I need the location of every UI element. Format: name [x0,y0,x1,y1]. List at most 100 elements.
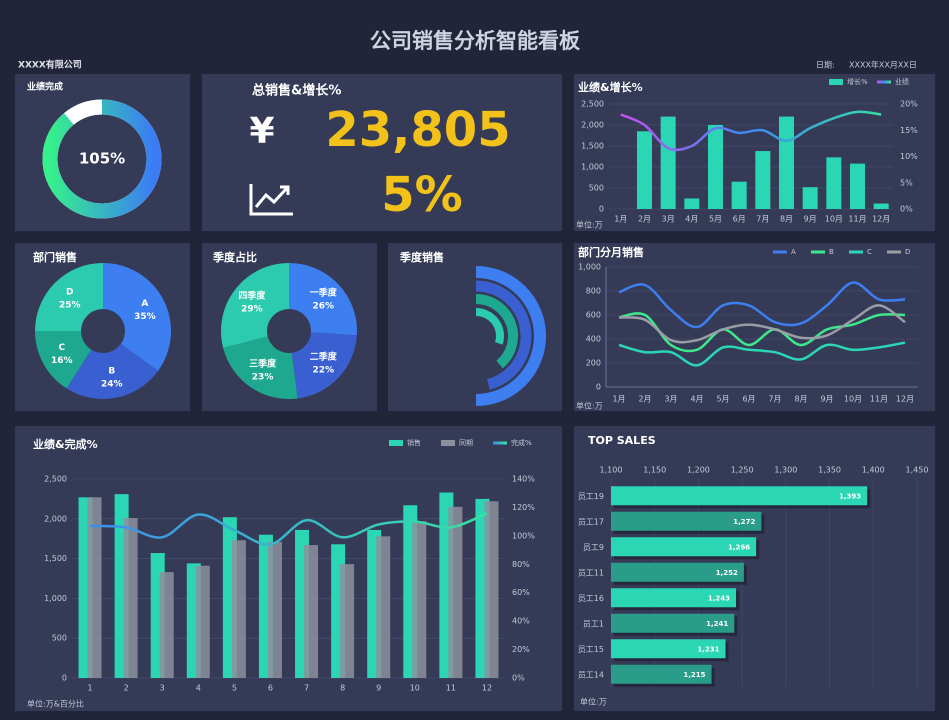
y-tick-label: 1,500 [581,142,604,151]
y-tick-label: 0 [596,383,601,392]
slice-label: A [141,299,148,309]
unit-note: 单位:万 [580,697,607,707]
x-tick-label: 2 [124,684,129,693]
y-tick-label: 员工16 [578,594,604,603]
kpi-total: 23,805 [325,102,510,158]
radial-bar [475,280,532,390]
bar-value-label: 1,241 [706,620,728,628]
trend-icon [249,184,293,216]
line [618,304,906,344]
bar [611,511,762,531]
y2-tick-label: 80% [512,560,530,569]
slice-label: 三季度 [249,357,277,369]
x-tick-label: 5月 [716,395,729,404]
legend-label: 同期 [459,439,473,447]
x-tick-label: 1,300 [774,466,797,475]
currency-symbol: ¥ [249,111,274,152]
slice-label: C [59,343,66,353]
icon-line [254,186,289,208]
bar [231,540,246,678]
bar [637,131,652,209]
legend-label: A [791,248,796,256]
x-tick-label: 8月 [780,215,793,224]
radial-bar [475,266,546,406]
pie-slice [66,343,159,399]
x-tick-label: 4 [196,684,201,693]
bar-value-label: 1,252 [716,569,738,577]
legend-label: D [905,248,910,256]
panel [574,243,935,411]
x-tick-label: 9 [376,684,381,693]
bar [826,157,842,209]
bar [340,564,355,678]
pie-slice [291,332,357,399]
x-tick-label: 11月 [870,395,888,404]
bar-value-label: 1,231 [697,645,719,653]
panel [15,426,562,711]
y2-tick-label: 5% [900,178,913,187]
legend-label: 增长% [847,77,868,86]
bar-value-label: 1,272 [733,518,755,526]
y-tick-label: 600 [586,311,601,320]
y-tick-label: 员工11 [578,568,604,577]
pie-slice [223,336,298,399]
slice-value: 16% [51,356,73,366]
x-tick-label: 3月 [664,395,677,404]
y-tick-label: 500 [52,634,67,643]
x-tick-label: 6月 [733,215,746,224]
slice-label: B [108,367,115,377]
x-tick-label: 1,450 [906,466,929,475]
dashboard-title: 公司销售分析智能看板 [370,29,581,53]
x-tick-label: 2月 [638,395,651,404]
x-tick-label: 12月 [896,395,914,404]
pie-slice [35,331,92,389]
x-tick-label: 11月 [848,215,866,224]
x-tick-label: 9月 [820,395,833,404]
bar [731,181,747,209]
panel-title: 部门销售 [33,250,77,264]
y-tick-label: 800 [586,287,601,296]
panel-title: 季度销售 [399,250,444,264]
x-tick-label: 4月 [690,395,703,404]
bar [611,639,726,659]
x-tick-label: 1,150 [643,466,666,475]
x-tick-label: 12月 [872,215,890,224]
pie-slice [221,263,289,348]
kpi-growth: 5% [381,167,463,223]
bar [159,572,174,678]
y-tick-label: 2,500 [44,475,67,484]
bar-value-label: 1,243 [708,594,730,602]
x-tick-label: 7月 [756,215,769,224]
icon-axis [249,184,293,216]
x-tick-label: 12 [482,684,492,693]
bar [611,613,735,633]
legend-label: 业绩 [895,77,909,86]
bar [304,545,319,678]
x-tick-label: 8 [340,684,345,693]
x-tick-label: 1,400 [862,466,885,475]
y-tick-label: 2,000 [581,121,604,130]
slice-value: 23% [252,372,274,382]
x-tick-label: 9月 [804,215,817,224]
bar [850,163,865,209]
x-tick-label: 1,350 [818,466,841,475]
slice-value: 22% [312,366,334,376]
y-tick-label: 员工19 [578,492,604,501]
x-tick-label: 5月 [709,215,722,224]
bar [611,486,868,506]
line [618,281,906,329]
y2-tick-label: 140% [512,475,535,484]
x-tick-label: 6 [268,684,273,693]
y-tick-label: 400 [586,335,601,344]
legend-swatch [441,440,455,446]
panel-title: 业绩完成 [27,81,63,93]
y2-tick-label: 15% [900,126,918,135]
x-tick-label: 6月 [742,395,755,404]
y-tick-label: 1,000 [581,163,604,172]
y-tick-label: 1,000 [44,594,67,603]
y-tick-label: 员工1 [583,619,604,628]
y-tick-label: 1,000 [578,263,601,272]
x-tick-label: 1月 [612,395,625,404]
pie-slice [35,263,103,331]
y-tick-label: 员工15 [578,645,604,654]
